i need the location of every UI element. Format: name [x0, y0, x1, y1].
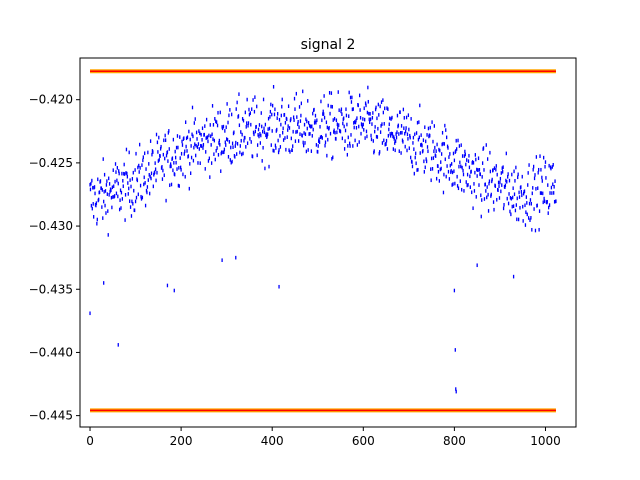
y-tick-label: −0.440	[29, 345, 73, 359]
x-tick-label: 800	[443, 434, 466, 448]
plot-frame	[79, 57, 577, 428]
y-tick-label: −0.445	[29, 409, 73, 423]
y-tick-label: −0.430	[29, 219, 73, 233]
y-tick-label: −0.425	[29, 156, 73, 170]
x-tick-label: 600	[352, 434, 375, 448]
x-tick-label: 1000	[530, 434, 561, 448]
y-tick-label: −0.435	[29, 282, 73, 296]
y-tick-label: −0.420	[29, 93, 73, 107]
data-points	[89, 84, 557, 394]
chart-title: signal 2	[301, 37, 356, 53]
y-axis: −0.420 −0.425 −0.430 −0.435 −0.440 −0.445	[29, 93, 80, 423]
x-tick-label: 400	[261, 434, 284, 448]
x-axis: 0 200 400 600 800 1000	[86, 427, 561, 448]
reference-lines	[90, 69, 556, 413]
x-tick-label: 0	[86, 434, 94, 448]
x-tick-label: 200	[170, 434, 193, 448]
